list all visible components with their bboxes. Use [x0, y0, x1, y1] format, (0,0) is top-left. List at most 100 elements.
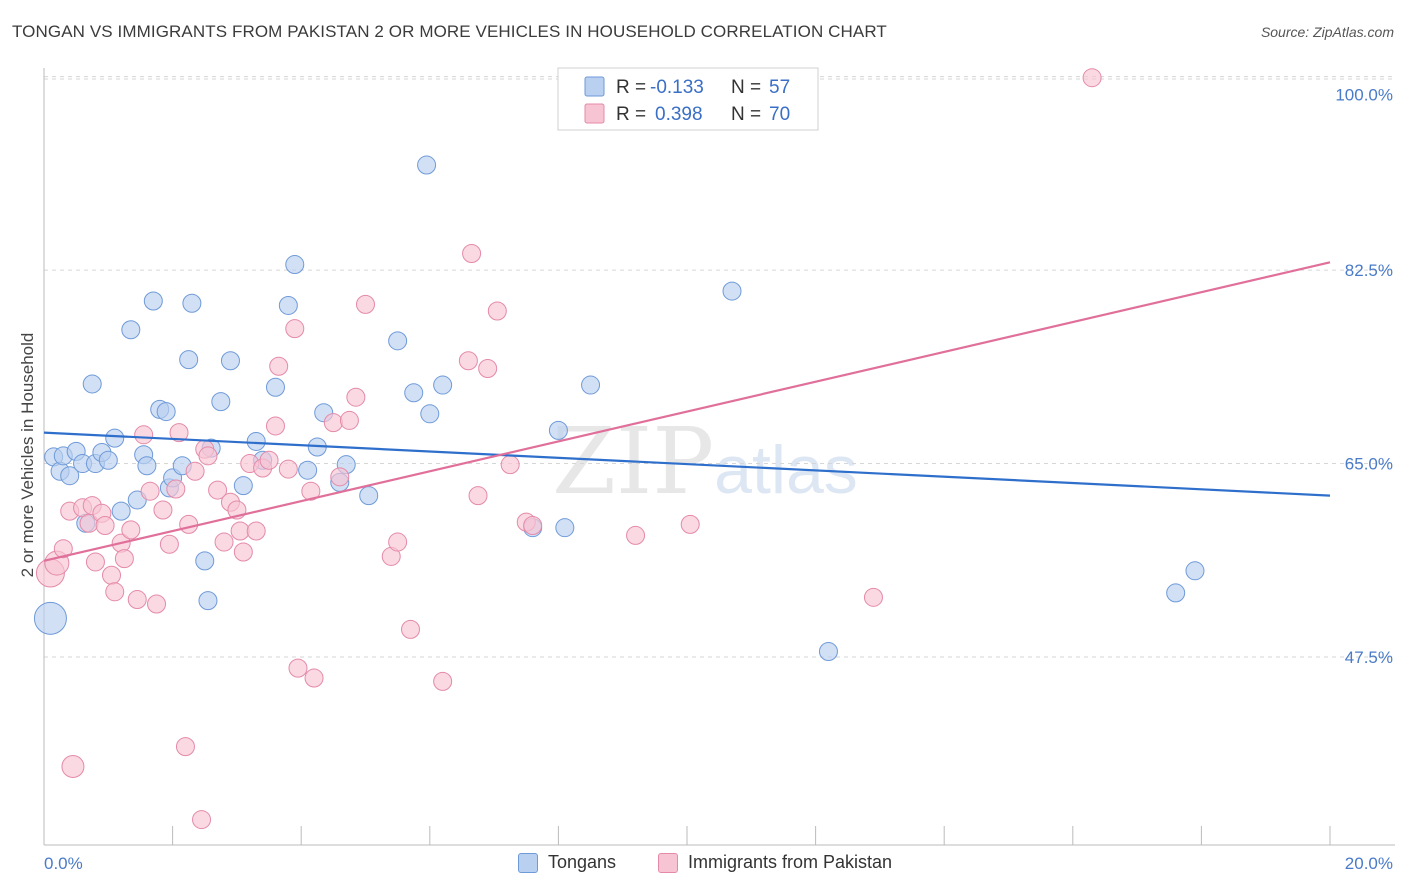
pakistan-point-39 [259, 450, 279, 470]
pakistan-point-66 [863, 587, 883, 607]
pakistan-point-30 [208, 480, 228, 500]
pakistan-point-37 [246, 521, 266, 541]
pakistan-point-17 [134, 425, 154, 445]
pakistan-point-56 [458, 351, 478, 371]
legend-r-label-1: R = [616, 77, 646, 98]
pakistan-point-31 [214, 532, 234, 552]
pakistan-point-44 [288, 658, 308, 678]
pakistan-point-49 [339, 410, 359, 430]
pakistan-point-12 [105, 582, 125, 602]
legend-swatch-pink [584, 103, 605, 124]
legend-swatch-tongans [518, 852, 538, 873]
tongan-point-47 [433, 375, 453, 395]
tongan-point-31 [233, 476, 253, 496]
legend-n-label-1: N = [731, 77, 761, 98]
tongan-point-46 [420, 404, 440, 424]
pakistan-point-15 [121, 520, 141, 540]
legend-label-tongans: Tongans [548, 852, 617, 872]
pakistan-point-50 [346, 387, 366, 407]
legend-n-value-1: 57 [769, 77, 790, 98]
pakistan-point-19 [147, 594, 167, 614]
tongan-point-25 [179, 350, 199, 370]
tongan-point-13 [111, 501, 131, 521]
bottom-legend: Tongans Immigrants from Pakistan [0, 852, 1406, 878]
tongan-point-20 [156, 402, 176, 422]
tongan-point-37 [298, 460, 318, 480]
tongan-point-35 [278, 295, 298, 315]
tongan-point-0 [33, 601, 67, 635]
tongan-point-12 [105, 428, 125, 448]
source-label: Source: ZipAtlas.com [1260, 24, 1394, 40]
legend-r-label-2: R = [616, 104, 646, 125]
legend-n-label-2: N = [731, 104, 761, 125]
tongan-point-49 [548, 420, 568, 440]
tongan-point-34 [265, 377, 285, 397]
tongan-point-43 [388, 331, 408, 351]
tongan-point-30 [220, 351, 240, 371]
pakistan-point-64 [626, 525, 646, 545]
tongan-point-17 [137, 456, 157, 476]
tongan-point-18 [143, 291, 163, 311]
tongan-point-54 [1166, 583, 1186, 603]
pakistan-point-41 [269, 356, 289, 376]
tick-labels: 47.5% 65.0% 82.5% 100.0% 0.0% 20.0% [44, 86, 1393, 873]
pakistan-trend-line [43, 261, 1331, 562]
pakistan-point-27 [192, 810, 212, 830]
pakistan-point-23 [169, 423, 189, 443]
pakistan-point-53 [388, 532, 408, 552]
tongan-point-45 [417, 155, 437, 175]
pakistan-point-45 [301, 481, 321, 501]
pakistan-point-47 [323, 413, 343, 433]
legend-r-value-1: -0.133 [650, 77, 704, 98]
tongan-point-36 [285, 255, 305, 275]
tongan-point-8 [82, 374, 102, 394]
pakistan-point-4 [61, 755, 85, 778]
pakistan-point-24 [175, 737, 195, 757]
legend-swatch-pakistan [658, 852, 678, 873]
tongan-point-29 [211, 392, 231, 412]
pakistan-point-14 [114, 549, 134, 569]
pakistan-point-55 [433, 671, 453, 691]
pakistan-point-35 [233, 542, 253, 562]
tongan-point-55 [1185, 561, 1205, 581]
pakistan-point-18 [140, 481, 160, 501]
pakistan-point-20 [153, 500, 173, 520]
legend-item-pakistan: Immigrants from Pakistan [658, 852, 892, 873]
pakistan-point-21 [159, 534, 179, 554]
pakistan-point-59 [478, 358, 498, 378]
pakistan-point-2 [53, 539, 73, 559]
tongan-point-42 [359, 486, 379, 506]
legend-n-value-2: 70 [769, 104, 790, 125]
legend-r-value-2: 0.398 [655, 104, 703, 125]
y-tick-label-1: 65.0% [1345, 455, 1393, 474]
axes [43, 68, 1395, 846]
pakistan-point-67 [1082, 68, 1102, 88]
data-points [33, 68, 1205, 830]
pakistan-point-60 [487, 301, 507, 321]
legend-swatch-blue [584, 76, 605, 97]
pakistan-point-26 [185, 461, 205, 481]
pakistan-point-65 [680, 514, 700, 534]
tongan-point-14 [121, 320, 141, 340]
trend-lines [43, 261, 1331, 562]
pakistan-point-22 [166, 479, 186, 499]
tongan-point-11 [98, 450, 118, 470]
pakistan-point-11 [102, 565, 122, 585]
pakistan-point-29 [198, 446, 218, 466]
legend-box: R = -0.133 N = 57 R = 0.398 N = 70 [557, 67, 819, 131]
tongan-point-24 [182, 293, 202, 313]
tongan-point-50 [555, 518, 575, 538]
legend-item-tongans: Tongans [518, 852, 616, 873]
pakistan-point-34 [230, 521, 250, 541]
pakistan-point-25 [179, 514, 199, 534]
pakistan-point-42 [278, 459, 298, 479]
pakistan-point-51 [356, 294, 375, 314]
pakistan-point-40 [265, 416, 285, 436]
legend-label-pakistan: Immigrants from Pakistan [688, 852, 893, 872]
pakistan-point-46 [304, 668, 324, 688]
pakistan-point-57 [462, 243, 482, 263]
pakistan-point-54 [401, 619, 421, 639]
pakistan-point-43 [285, 319, 305, 339]
tongan-trend-line [43, 431, 1331, 497]
